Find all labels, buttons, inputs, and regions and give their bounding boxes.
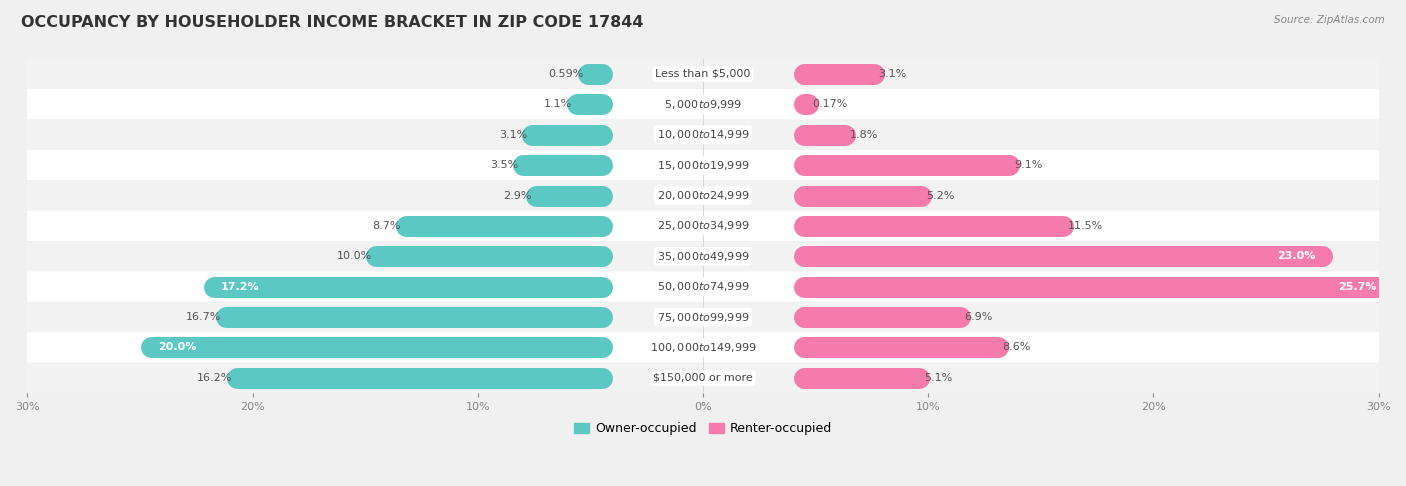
Text: $20,000 to $24,999: $20,000 to $24,999 — [657, 189, 749, 202]
FancyBboxPatch shape — [15, 363, 1391, 393]
Text: $150,000 or more: $150,000 or more — [654, 373, 752, 383]
Text: 0.17%: 0.17% — [813, 99, 848, 109]
FancyBboxPatch shape — [15, 211, 1391, 241]
Text: 1.1%: 1.1% — [544, 99, 572, 109]
Text: 8.6%: 8.6% — [1002, 343, 1031, 352]
Text: 0.59%: 0.59% — [548, 69, 583, 79]
Bar — [152, 340, 602, 355]
Text: Source: ZipAtlas.com: Source: ZipAtlas.com — [1274, 15, 1385, 25]
Bar — [804, 340, 998, 355]
Bar — [377, 248, 602, 264]
Text: 16.7%: 16.7% — [186, 312, 221, 322]
Text: 3.1%: 3.1% — [879, 69, 907, 79]
Text: $50,000 to $74,999: $50,000 to $74,999 — [657, 280, 749, 293]
Text: 16.2%: 16.2% — [197, 373, 232, 383]
Text: $25,000 to $34,999: $25,000 to $34,999 — [657, 219, 749, 232]
Text: 11.5%: 11.5% — [1069, 221, 1104, 231]
FancyBboxPatch shape — [15, 150, 1391, 180]
Text: $100,000 to $149,999: $100,000 to $149,999 — [650, 341, 756, 354]
FancyBboxPatch shape — [15, 241, 1391, 272]
FancyBboxPatch shape — [15, 180, 1391, 211]
Text: Less than $5,000: Less than $5,000 — [655, 69, 751, 79]
Bar — [536, 188, 602, 204]
Legend: Owner-occupied, Renter-occupied: Owner-occupied, Renter-occupied — [568, 417, 838, 440]
Text: 17.2%: 17.2% — [221, 282, 260, 292]
FancyBboxPatch shape — [15, 332, 1391, 363]
Bar — [804, 188, 921, 204]
FancyBboxPatch shape — [15, 120, 1391, 150]
Text: 3.1%: 3.1% — [499, 130, 527, 140]
Text: 23.0%: 23.0% — [1277, 251, 1316, 261]
FancyBboxPatch shape — [15, 272, 1391, 302]
Text: 5.2%: 5.2% — [927, 191, 955, 201]
Text: 1.8%: 1.8% — [849, 130, 877, 140]
Bar — [406, 218, 602, 234]
Bar — [225, 309, 602, 325]
Bar — [804, 157, 1010, 173]
Bar — [214, 279, 602, 295]
Bar — [588, 66, 602, 82]
Text: OCCUPANCY BY HOUSEHOLDER INCOME BRACKET IN ZIP CODE 17844: OCCUPANCY BY HOUSEHOLDER INCOME BRACKET … — [21, 15, 644, 30]
Text: 8.7%: 8.7% — [373, 221, 401, 231]
Text: $75,000 to $99,999: $75,000 to $99,999 — [657, 311, 749, 324]
Bar — [804, 96, 808, 112]
Text: 6.9%: 6.9% — [965, 312, 993, 322]
Text: $5,000 to $9,999: $5,000 to $9,999 — [664, 98, 742, 111]
Bar — [236, 370, 602, 386]
Text: 25.7%: 25.7% — [1339, 282, 1376, 292]
Text: 5.1%: 5.1% — [924, 373, 952, 383]
Text: 20.0%: 20.0% — [157, 343, 197, 352]
Bar — [523, 157, 602, 173]
FancyBboxPatch shape — [15, 302, 1391, 332]
Bar — [804, 218, 1063, 234]
Text: 3.5%: 3.5% — [491, 160, 519, 170]
FancyBboxPatch shape — [15, 89, 1391, 120]
FancyBboxPatch shape — [15, 59, 1391, 89]
Bar — [804, 309, 960, 325]
Bar — [804, 66, 875, 82]
Text: $35,000 to $49,999: $35,000 to $49,999 — [657, 250, 749, 263]
Text: 2.9%: 2.9% — [503, 191, 531, 201]
Text: 10.0%: 10.0% — [336, 251, 373, 261]
Bar — [804, 248, 1323, 264]
Bar — [531, 127, 602, 142]
Bar — [576, 96, 602, 112]
Bar — [804, 127, 845, 142]
Text: $15,000 to $19,999: $15,000 to $19,999 — [657, 158, 749, 172]
Text: 9.1%: 9.1% — [1014, 160, 1042, 170]
Bar — [804, 279, 1384, 295]
Bar — [804, 370, 920, 386]
Text: $10,000 to $14,999: $10,000 to $14,999 — [657, 128, 749, 141]
